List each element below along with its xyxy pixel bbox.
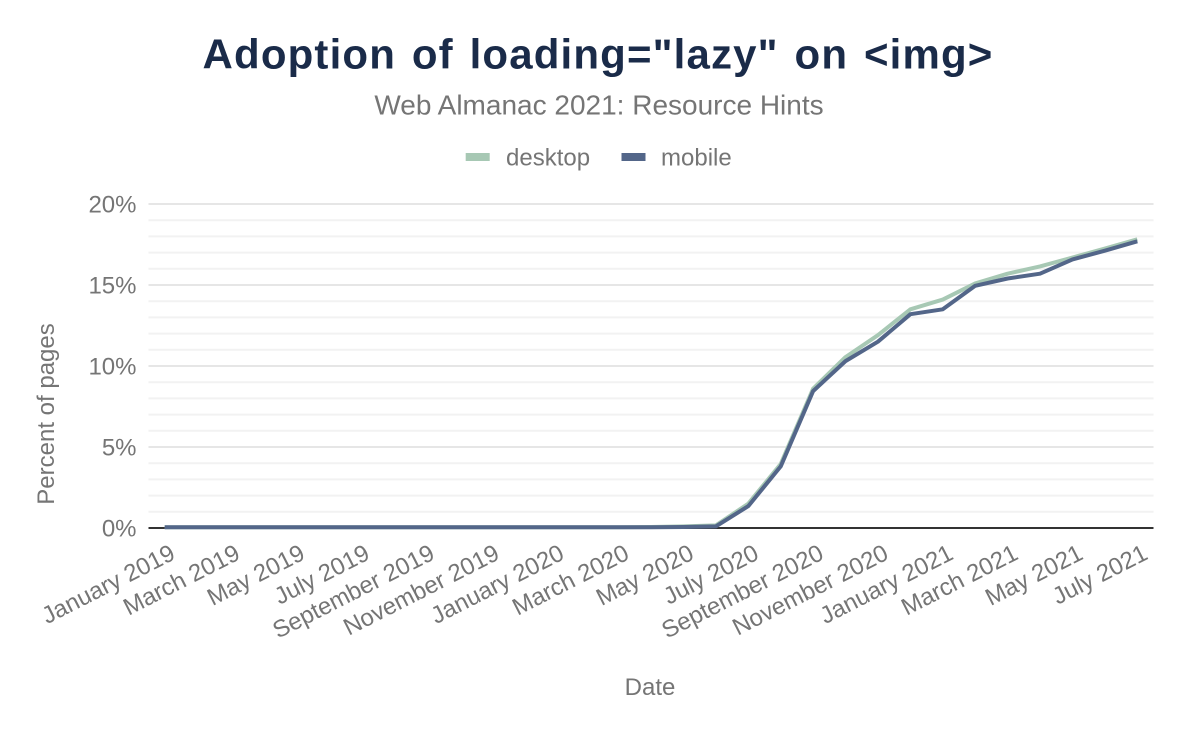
svg-text:5%: 5% [102,435,137,462]
svg-text:10%: 10% [88,354,136,381]
svg-text:Web Almanac 2021: Resource Hin: Web Almanac 2021: Resource Hints [374,90,823,121]
svg-text:Adoption of loading="lazy" on: Adoption of loading="lazy" on <img> [203,31,994,78]
svg-text:desktop: desktop [506,145,590,172]
svg-text:20%: 20% [88,192,136,219]
svg-text:0%: 0% [102,516,137,543]
svg-text:mobile: mobile [661,145,732,172]
svg-text:Date: Date [625,674,676,701]
svg-text:15%: 15% [88,273,136,300]
svg-text:Percent of pages: Percent of pages [33,323,60,504]
